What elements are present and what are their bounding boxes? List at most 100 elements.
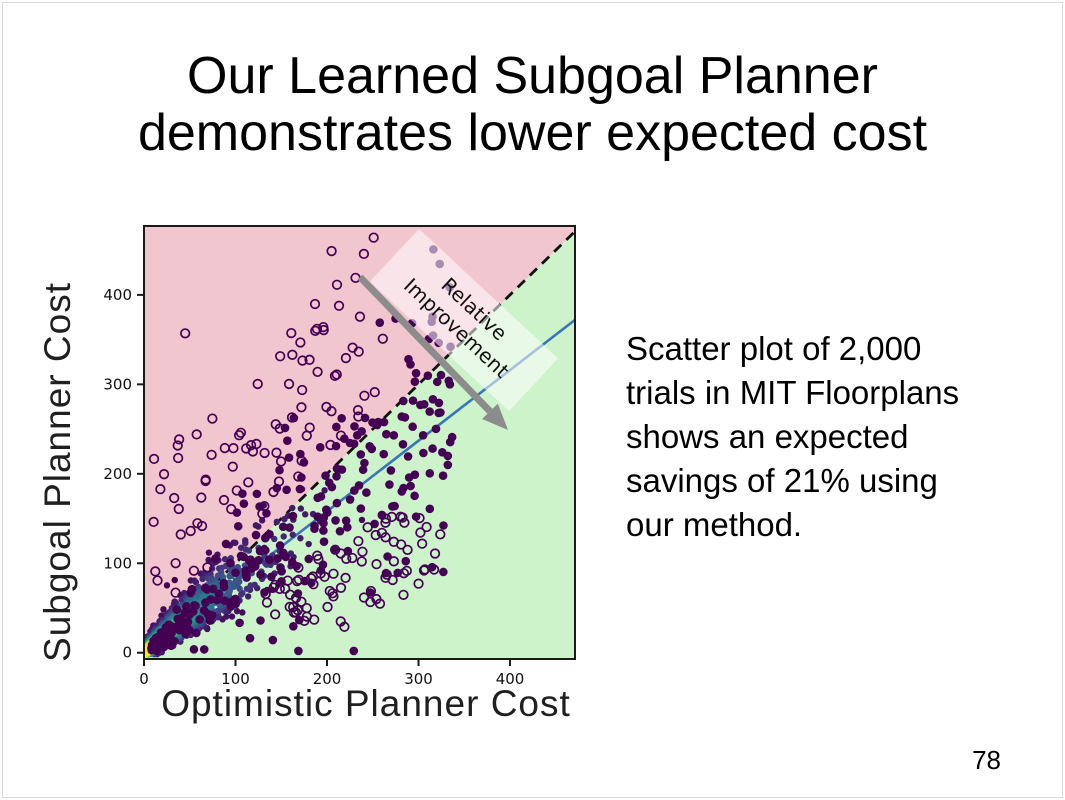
data-point <box>324 478 334 488</box>
data-point <box>345 438 355 448</box>
data-point-open <box>309 298 321 310</box>
data-point <box>321 487 328 494</box>
data-point-open <box>247 446 259 457</box>
data-point-open <box>290 607 302 618</box>
data-point-open <box>260 588 271 600</box>
data-point-open <box>340 572 351 584</box>
data-point <box>199 575 206 583</box>
page-number: 78 <box>972 745 1001 775</box>
data-point <box>231 568 240 578</box>
data-point-open <box>353 411 364 422</box>
data-point <box>205 556 212 564</box>
data-point-open <box>243 477 254 488</box>
data-point <box>163 582 171 589</box>
data-point <box>205 549 213 556</box>
data-point <box>434 408 443 418</box>
data-point <box>360 458 369 468</box>
data-point-open <box>148 453 160 465</box>
data-point <box>211 554 220 563</box>
data-point-open <box>206 449 217 461</box>
plot-frame <box>143 225 576 660</box>
data-point <box>406 481 415 491</box>
data-point <box>434 398 444 408</box>
data-point <box>443 460 453 470</box>
data-point <box>243 585 251 592</box>
data-point <box>399 483 408 493</box>
data-point <box>411 368 421 378</box>
data-point <box>268 635 278 645</box>
data-point-open <box>200 474 211 485</box>
data-point <box>228 613 236 620</box>
data-point-open <box>296 402 307 413</box>
data-point-open <box>228 443 239 454</box>
data-point-open <box>318 321 329 333</box>
data-point <box>189 645 199 654</box>
data-point-open <box>358 248 370 260</box>
data-point-open <box>341 553 352 564</box>
data-point-open <box>335 582 347 593</box>
data-point-open <box>218 494 230 506</box>
data-point <box>267 572 276 582</box>
data-point-open <box>172 452 184 464</box>
data-point-open <box>340 352 352 364</box>
data-point <box>195 615 204 624</box>
data-point-open <box>207 413 218 424</box>
data-point <box>331 516 340 525</box>
data-point <box>345 495 355 504</box>
data-point-open <box>312 366 323 378</box>
data-point <box>239 609 246 616</box>
data-point <box>358 465 368 475</box>
data-point-open <box>259 500 270 512</box>
data-point-open <box>275 456 287 467</box>
slide-title: Our Learned Subgoal Planner demonstrates … <box>0 48 1065 162</box>
data-point <box>284 453 294 462</box>
y-tick-label: 100 <box>103 554 132 572</box>
data-point <box>352 431 362 440</box>
data-point <box>410 491 419 501</box>
data-point-open <box>202 562 213 573</box>
data-point <box>439 567 448 577</box>
data-point <box>297 535 304 542</box>
data-point <box>365 441 374 451</box>
x-tick-label: 100 <box>221 670 250 688</box>
data-point-open <box>296 455 307 466</box>
data-point-open <box>398 568 410 579</box>
data-point <box>438 471 448 481</box>
arrow-shaft <box>357 274 493 414</box>
data-point <box>432 377 442 387</box>
data-point <box>337 414 346 423</box>
data-point <box>362 488 371 497</box>
data-point-open <box>429 548 441 559</box>
data-point <box>403 452 413 461</box>
data-point-open <box>304 354 315 365</box>
data-point-open <box>293 471 304 482</box>
data-point <box>297 473 306 482</box>
data-point-open <box>286 412 298 423</box>
data-point <box>289 504 296 512</box>
data-point <box>295 484 305 494</box>
data-point <box>282 485 291 495</box>
data-point <box>389 431 399 440</box>
data-point <box>199 645 209 654</box>
data-point <box>445 437 455 447</box>
arrow-head <box>482 403 508 430</box>
data-point-open <box>428 564 440 575</box>
data-point-open <box>370 529 381 541</box>
data-point-open <box>415 527 426 538</box>
data-point-open <box>296 596 307 607</box>
data-point-open <box>170 587 181 598</box>
data-point-open <box>311 323 323 335</box>
x-axis-label: Optimistic Planner Cost <box>161 683 571 724</box>
data-point <box>439 521 448 530</box>
data-point-open <box>326 245 337 257</box>
data-point-open <box>185 525 196 537</box>
data-point-open <box>365 596 376 608</box>
data-point <box>425 504 435 514</box>
data-point-open <box>335 548 346 559</box>
data-point <box>332 422 341 432</box>
data-point-open <box>328 568 339 579</box>
data-point <box>305 540 312 548</box>
data-point-open <box>313 554 324 565</box>
data-point <box>221 556 229 563</box>
data-point <box>332 471 341 481</box>
